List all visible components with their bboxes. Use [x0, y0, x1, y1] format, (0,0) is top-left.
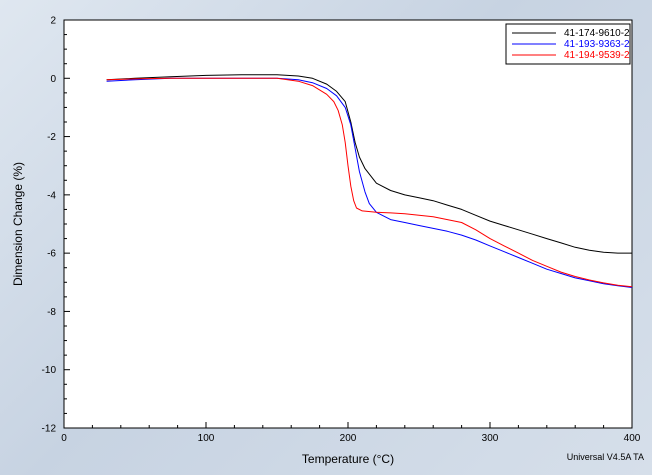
x-tick-label: 0	[61, 433, 67, 444]
y-tick-label: -10	[42, 365, 57, 376]
y-tick-label: -4	[47, 190, 56, 201]
y-tick-label: -2	[47, 132, 56, 143]
plot-area	[63, 19, 633, 429]
y-tick-label: 2	[50, 16, 56, 27]
x-axis-title: Temperature (°C)	[302, 452, 394, 466]
y-tick-label: 0	[50, 74, 56, 85]
x-tick-label: 100	[198, 433, 215, 444]
x-tick-label: 200	[340, 433, 357, 444]
y-axis-title: Dimension Change (%)	[11, 162, 25, 286]
legend-label-1: 41-174-9610-2	[564, 28, 630, 39]
legend-label-2: 41-193-9363-2	[564, 39, 630, 50]
series-line-3	[106, 77, 633, 288]
series-line-1	[106, 74, 632, 254]
legend-label-3: 41-194-9539-2	[564, 50, 630, 61]
axis-ticks: 0 100 200 300 400 2 0 -2 -4 -6 -8 -10 -12	[42, 16, 641, 445]
y-tick-label: -8	[47, 307, 56, 318]
legend: 41-174-9610-2 41-193-9363-2 41-194-9539-…	[505, 23, 631, 65]
series-lines	[106, 74, 633, 288]
x-tick-label: 300	[482, 433, 499, 444]
x-tick-label: 400	[624, 433, 641, 444]
y-tick-label: -6	[47, 249, 56, 260]
software-version-note: Universal V4.5A TA	[567, 452, 644, 462]
y-tick-label: -12	[42, 424, 57, 435]
series-line-2	[106, 77, 633, 288]
